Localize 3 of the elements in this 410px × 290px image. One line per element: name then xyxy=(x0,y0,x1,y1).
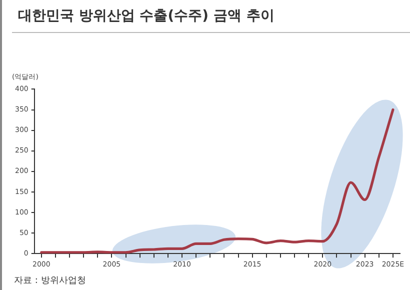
text: 자료 : 방위사업청 xyxy=(14,275,86,287)
line-series xyxy=(40,108,394,254)
chart-title: 대한민국 방위산업 수출(수주) 금액 추이 xyxy=(18,7,274,25)
